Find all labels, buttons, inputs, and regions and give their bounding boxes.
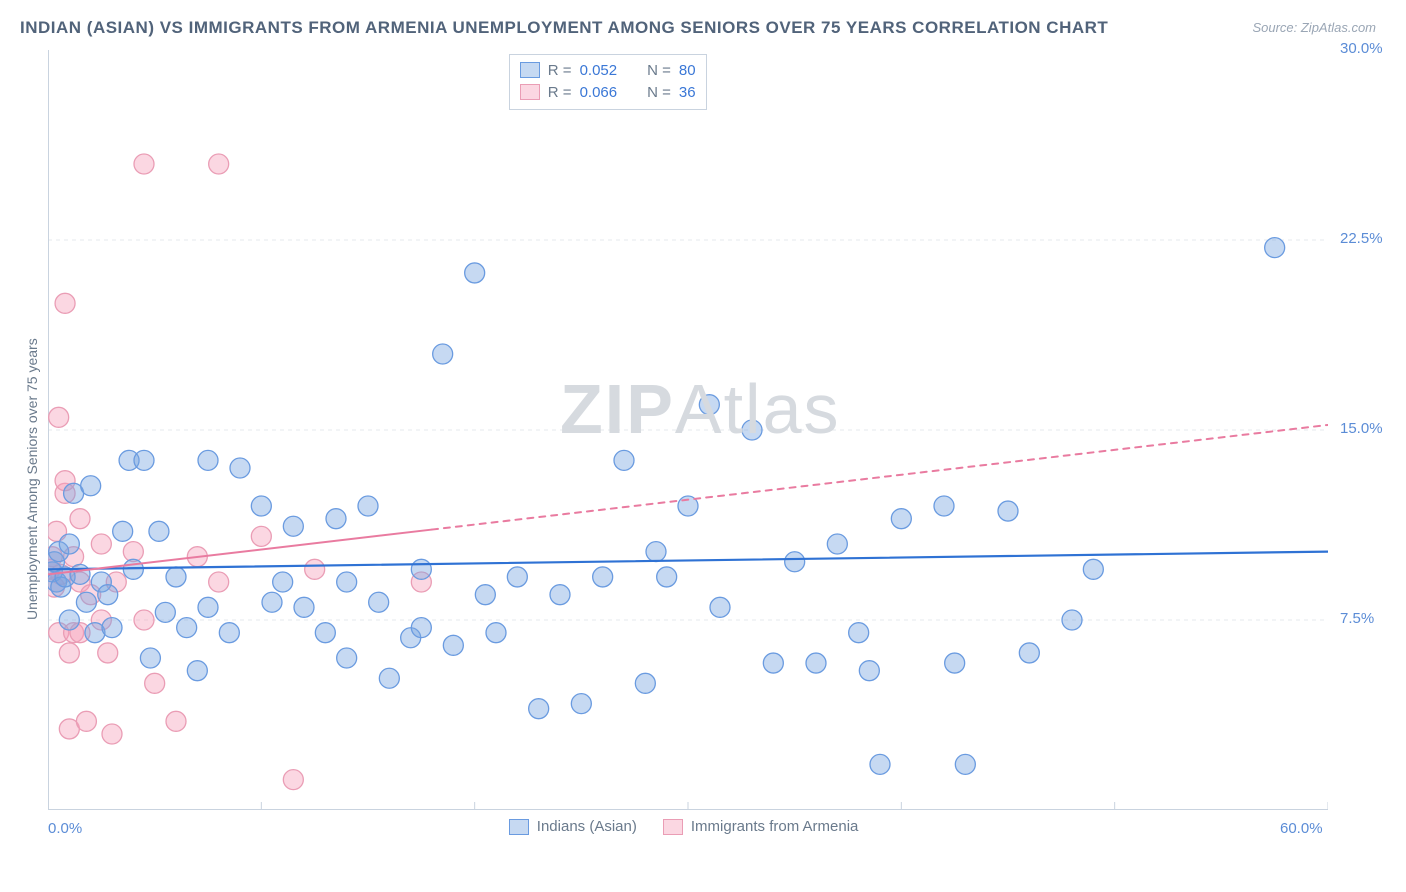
correlation-scatter-chart (48, 50, 1328, 810)
y-axis-tick-label: 30.0% (1340, 40, 1383, 57)
chart-title: INDIAN (ASIAN) VS IMMIGRANTS FROM ARMENI… (20, 18, 1108, 38)
legend-swatch (520, 84, 540, 100)
legend-stats-row: R =0.066N =36 (520, 81, 696, 103)
x-axis-tick-label: 60.0% (1280, 820, 1323, 837)
legend-swatch (663, 819, 683, 835)
source-label: Source: ZipAtlas.com (1252, 20, 1376, 35)
y-axis-tick-label: 7.5% (1340, 610, 1374, 627)
y-axis-tick-label: 15.0% (1340, 420, 1383, 437)
legend-swatch (509, 819, 529, 835)
legend-item: Immigrants from Armenia (663, 818, 859, 835)
legend-item: Indians (Asian) (509, 818, 637, 835)
legend-swatch (520, 62, 540, 78)
x-axis-tick-label: 0.0% (48, 820, 82, 837)
legend-label: Indians (Asian) (537, 818, 637, 835)
y-axis-tick-label: 22.5% (1340, 230, 1383, 247)
series-legend: Indians (Asian) Immigrants from Armenia (509, 818, 859, 835)
y-axis-label: Unemployment Among Seniors over 75 years (24, 338, 40, 620)
legend-stats-row: R =0.052N =80 (520, 59, 696, 81)
correlation-stats-legend: R =0.052N =80R =0.066N =36 (509, 54, 707, 110)
legend-label: Immigrants from Armenia (691, 818, 859, 835)
